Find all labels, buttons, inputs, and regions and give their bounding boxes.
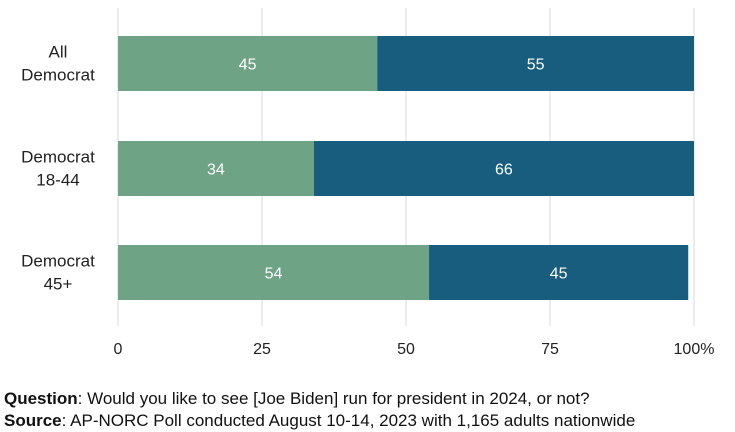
x-tick-label-3: 75 [541, 341, 559, 358]
x-tick-label-2: 50 [397, 341, 415, 358]
bar-1-0 [118, 141, 314, 196]
x-tick-labels: 0 25 50 75 100% [114, 341, 715, 358]
source-label: Source [4, 411, 62, 430]
chart-footer: Question: Would you like to see [Joe Bid… [4, 388, 735, 432]
category-label-line-1-0: Democrat [21, 148, 95, 167]
x-tick-label-1: 25 [253, 341, 271, 358]
data-label-0-1: 55 [527, 57, 545, 74]
category-label-1: Democrat 18-44 [21, 148, 95, 190]
category-label-line-2-1: 45+ [44, 275, 73, 294]
source-line: Source: AP-NORC Poll conducted August 10… [4, 410, 735, 432]
bar-2-1 [429, 245, 689, 300]
category-label-line-0-0: All [49, 43, 68, 62]
bars: 45 55 34 66 54 45 [118, 36, 694, 300]
category-labels: All Democrat Democrat 18-44 Democrat 45+ [21, 43, 95, 294]
bar-0-0 [118, 36, 378, 91]
data-label-2-0: 54 [265, 266, 283, 283]
x-tick-label-4: 100% [674, 341, 715, 358]
data-label-1-1: 66 [495, 162, 513, 179]
source-text: : AP-NORC Poll conducted August 10-14, 2… [61, 411, 636, 430]
question-line: Question: Would you like to see [Joe Bid… [4, 388, 735, 410]
category-label-0: All Democrat [21, 43, 95, 85]
question-label: Question [4, 389, 78, 408]
category-label-line-1-1: 18-44 [36, 171, 79, 190]
data-label-0-0: 45 [239, 57, 257, 74]
category-label-line-0-1: Democrat [21, 66, 95, 85]
question-text: : Would you like to see [Joe Biden] run … [77, 389, 590, 408]
bar-0-1 [377, 36, 694, 91]
bar-2-0 [118, 245, 430, 300]
data-label-1-0: 34 [207, 162, 225, 179]
x-tick-label-0: 0 [114, 341, 123, 358]
category-label-line-2-0: Democrat [21, 252, 95, 271]
data-label-2-1: 45 [550, 266, 568, 283]
category-label-2: Democrat 45+ [21, 252, 95, 294]
bar-1-1 [313, 141, 694, 196]
